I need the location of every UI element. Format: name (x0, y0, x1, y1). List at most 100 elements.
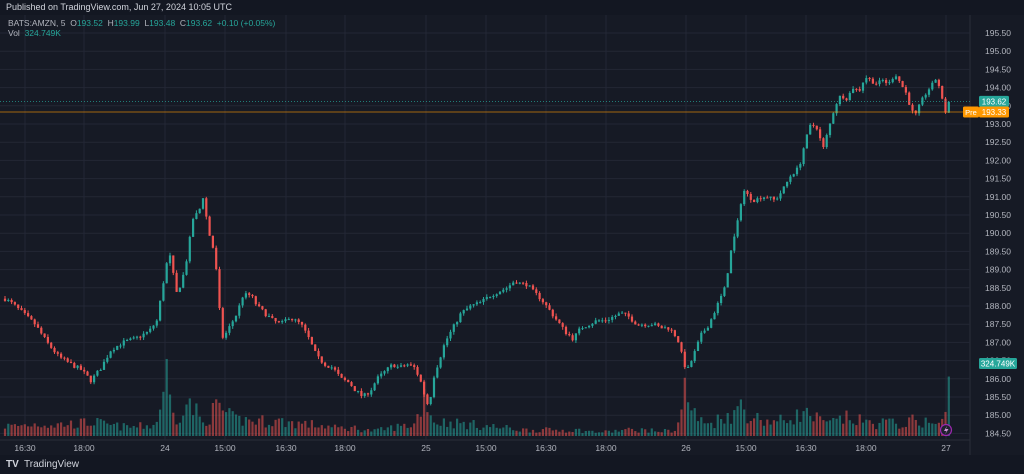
volume-bar (459, 423, 462, 436)
candle-body (86, 371, 89, 376)
volume-bar (188, 398, 191, 436)
lightning-icon[interactable] (939, 423, 953, 437)
candle-body (281, 321, 284, 323)
volume-bar (604, 430, 607, 436)
candle-body (122, 340, 125, 346)
volume-bar (654, 431, 657, 436)
volume-bar (531, 429, 535, 436)
candle-body (789, 176, 792, 182)
volume-bar (426, 412, 429, 436)
volume-bar (195, 403, 198, 436)
candle-body (376, 376, 379, 384)
volume-bar (822, 420, 825, 436)
volume-bar (126, 425, 129, 436)
candle-body (277, 321, 280, 323)
volume-bar (172, 412, 175, 436)
candle-body (297, 319, 300, 322)
volume-bar (350, 426, 353, 436)
volume-bar (716, 414, 719, 436)
candle-body (855, 88, 858, 90)
candle-body (284, 319, 287, 322)
candle-body (498, 291, 502, 295)
candle-body (102, 361, 106, 370)
candle-body (485, 297, 488, 299)
candle-body (416, 367, 419, 375)
candle-body (637, 324, 640, 326)
volume-bar (891, 418, 894, 436)
candle-body (139, 336, 142, 338)
footer-bar: TV TradingView (0, 455, 1024, 474)
volume-bar (475, 427, 478, 436)
volume-bar (310, 420, 313, 436)
y-tick-label: 195.50 (985, 28, 1011, 38)
candle-body (208, 216, 211, 236)
volume-bar (416, 414, 419, 436)
high-label: H (107, 18, 114, 28)
x-tick-label: 25 (421, 443, 431, 453)
candle-body (508, 285, 511, 289)
volume-bar (50, 425, 53, 436)
volume-bar (762, 425, 766, 436)
candle-body (370, 390, 373, 395)
candle-body (845, 98, 848, 101)
volume-bar (571, 431, 574, 436)
candle-body (911, 104, 914, 111)
pre-badge (963, 106, 979, 118)
volume-bar (205, 425, 208, 436)
volume-bar (555, 429, 558, 436)
candle-body (89, 375, 92, 383)
volume-bar (63, 426, 66, 436)
volume-bar (878, 422, 881, 436)
price-tag: 193.62 (979, 95, 1009, 107)
candle-body (630, 316, 634, 322)
candle-body (815, 125, 818, 130)
volume-bar (409, 427, 412, 436)
candle-body (251, 294, 254, 297)
candle-body (159, 300, 162, 321)
volume-bar (231, 411, 234, 436)
price-chart[interactable]: 195.50195.00194.50194.00193.50193.00192.… (0, 15, 1024, 455)
candle-body (165, 263, 168, 284)
candle-body (132, 337, 135, 339)
candle-body (739, 204, 742, 221)
y-tick-label: 190.50 (985, 210, 1011, 220)
candle-body (3, 298, 7, 301)
volume-bar (79, 418, 82, 436)
volume-bar (399, 425, 403, 436)
candle-body (838, 95, 841, 105)
x-tick-label: 16:30 (275, 443, 297, 453)
volume-bar (548, 427, 551, 436)
volume-bar (921, 427, 924, 436)
volume-bar (119, 430, 122, 436)
volume-bar (27, 426, 30, 436)
ohlc-row: BATS:AMZN, 5 O193.52 H193.99 L193.48 C19… (8, 18, 275, 28)
candle-body (267, 316, 271, 318)
candle-body (343, 377, 346, 380)
candle-body (621, 312, 624, 314)
volume-bar (710, 422, 713, 436)
price-tags: 193.62 Pre 193.33 324.749K (963, 95, 1017, 369)
candle-body (129, 338, 132, 340)
volume-bar (109, 424, 112, 436)
vol-value: 324.749K (24, 28, 61, 38)
candle-body (941, 85, 944, 99)
candle-body (366, 393, 370, 395)
volume-bar (413, 423, 416, 436)
volume-bar (102, 420, 106, 436)
volume-bar (700, 417, 703, 436)
candle-body (644, 324, 647, 327)
close-label: C (179, 18, 187, 28)
open-value: 193.52 (76, 18, 103, 28)
volume-bar (690, 410, 693, 436)
candle-body (627, 313, 630, 317)
volume-bar (162, 391, 165, 436)
x-tick-label: 24 (160, 443, 170, 453)
candle-body (238, 305, 241, 316)
candle-body (835, 104, 838, 114)
volume-bar (132, 426, 135, 436)
candle-body (406, 364, 409, 366)
volume-bar (261, 415, 264, 436)
volume-bar (924, 417, 927, 436)
volume-bar (868, 420, 871, 436)
volume-bar (211, 402, 214, 436)
